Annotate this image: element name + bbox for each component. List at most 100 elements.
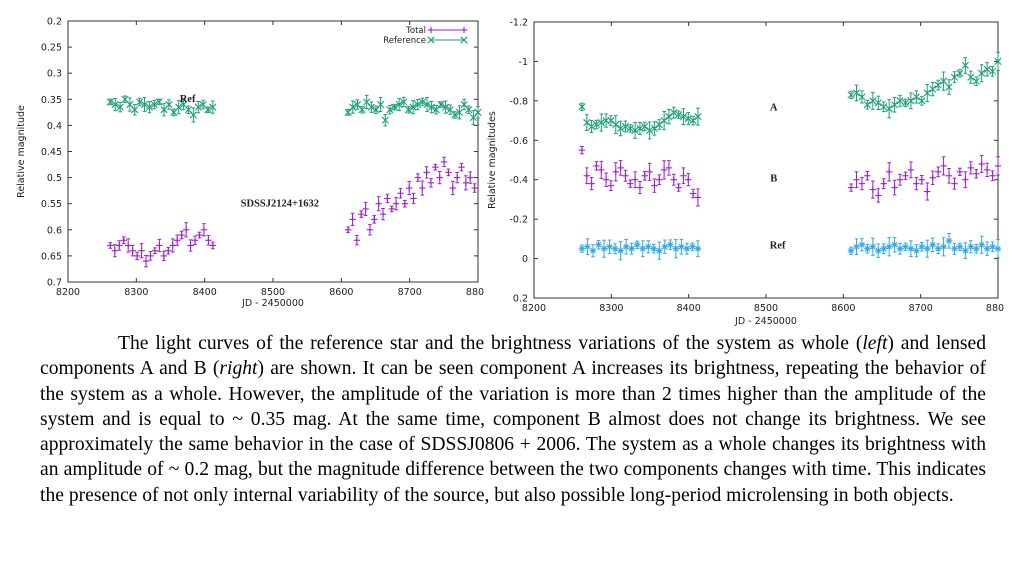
series-reference: [106, 94, 482, 127]
data-point: [940, 162, 947, 170]
data-point: [595, 241, 602, 248]
data-point: [670, 176, 677, 183]
data-point: [465, 106, 473, 114]
data-point: [453, 174, 461, 181]
data-point: [646, 126, 654, 135]
data-point: [428, 103, 436, 111]
data-point: [656, 176, 663, 183]
data-point: [912, 93, 920, 101]
data-point: [362, 205, 369, 213]
data-point: [583, 118, 591, 127]
data-point: [689, 116, 697, 125]
data-point: [885, 168, 893, 176]
data-point: [124, 242, 132, 249]
data-point: [962, 176, 969, 183]
data-point: [689, 243, 696, 250]
data-point: [423, 169, 430, 176]
data-point: [994, 245, 1002, 252]
data-point: [617, 247, 624, 254]
data-point: [869, 243, 877, 250]
data-point: [864, 172, 871, 179]
x-tick-label: 8400: [677, 303, 701, 314]
data-point: [880, 103, 888, 111]
x-tick-label: 8600: [329, 287, 353, 298]
data-point: [414, 100, 422, 109]
x-tick-label: 8500: [261, 287, 285, 298]
data-point: [627, 180, 634, 187]
data-point: [367, 103, 375, 111]
y-tick-label: 0.45: [41, 147, 62, 158]
y-tick-label: 0.65: [41, 251, 62, 262]
data-point: [165, 100, 173, 109]
data-point: [588, 180, 595, 187]
data-point: [962, 247, 969, 254]
data-point: [178, 231, 185, 239]
data-point: [622, 243, 630, 250]
data-point: [388, 205, 395, 213]
data-point: [929, 174, 936, 181]
figure-caption: The light curves of the reference star a…: [40, 331, 986, 508]
data-point: [400, 98, 408, 106]
x-axis-label: JD - 2450000: [241, 298, 304, 309]
data-point: [934, 81, 942, 89]
data-point: [973, 170, 980, 177]
data-point: [875, 247, 882, 254]
data-point: [665, 113, 673, 121]
x-tick-label: 8700: [909, 303, 933, 314]
data-point: [680, 172, 687, 179]
data-point: [989, 172, 996, 179]
data-point: [650, 124, 659, 133]
data-point: [386, 106, 394, 114]
data-point: [918, 176, 926, 183]
data-point: [853, 176, 860, 183]
data-point: [967, 164, 974, 172]
data-point: [138, 247, 145, 254]
y-tick-label: 0.55: [41, 199, 62, 210]
data-point: [988, 67, 997, 75]
data-point: [205, 237, 212, 244]
y-tick-label: 0.3: [47, 69, 62, 80]
data-point: [950, 73, 959, 81]
data-point: [650, 245, 657, 252]
series-total: [107, 156, 478, 268]
data-point: [896, 97, 904, 105]
data-point: [994, 162, 1002, 170]
data-point: [918, 97, 926, 105]
data-point: [358, 106, 366, 114]
data-point: [651, 182, 658, 189]
data-point: [967, 243, 974, 250]
data-point: [891, 184, 898, 191]
y-tick-label: 0.6: [47, 225, 62, 236]
data-point: [371, 216, 378, 223]
y-axis-label: Relative magnitudes: [487, 111, 498, 209]
y-tick-label: 0.2: [513, 294, 528, 305]
data-point: [683, 245, 691, 252]
y-tick-label: 0: [522, 254, 528, 265]
data-point: [880, 180, 887, 187]
data-point: [852, 89, 861, 97]
data-point: [584, 243, 591, 250]
data-point: [633, 241, 641, 248]
data-point: [401, 200, 409, 207]
y-tick-label: -1: [519, 57, 528, 68]
data-point: [607, 116, 615, 125]
caption-part2: ) and lensed components A and B (: [40, 333, 987, 380]
annotation: Ref: [770, 241, 786, 252]
data-point: [989, 243, 996, 250]
data-point: [194, 103, 202, 111]
x-axis-label: JD - 2450000: [734, 316, 797, 327]
legend-label: Reference: [383, 36, 426, 46]
data-point: [684, 115, 692, 123]
data-point: [349, 216, 356, 223]
data-point: [344, 226, 352, 233]
data-point: [639, 245, 646, 252]
data-point: [956, 243, 964, 250]
data-point: [455, 108, 464, 116]
data-point: [597, 118, 605, 127]
data-point: [847, 184, 855, 191]
data-point: [440, 158, 448, 166]
data-point: [907, 97, 915, 105]
legend-label: Total: [405, 26, 426, 36]
data-point: [150, 100, 158, 109]
